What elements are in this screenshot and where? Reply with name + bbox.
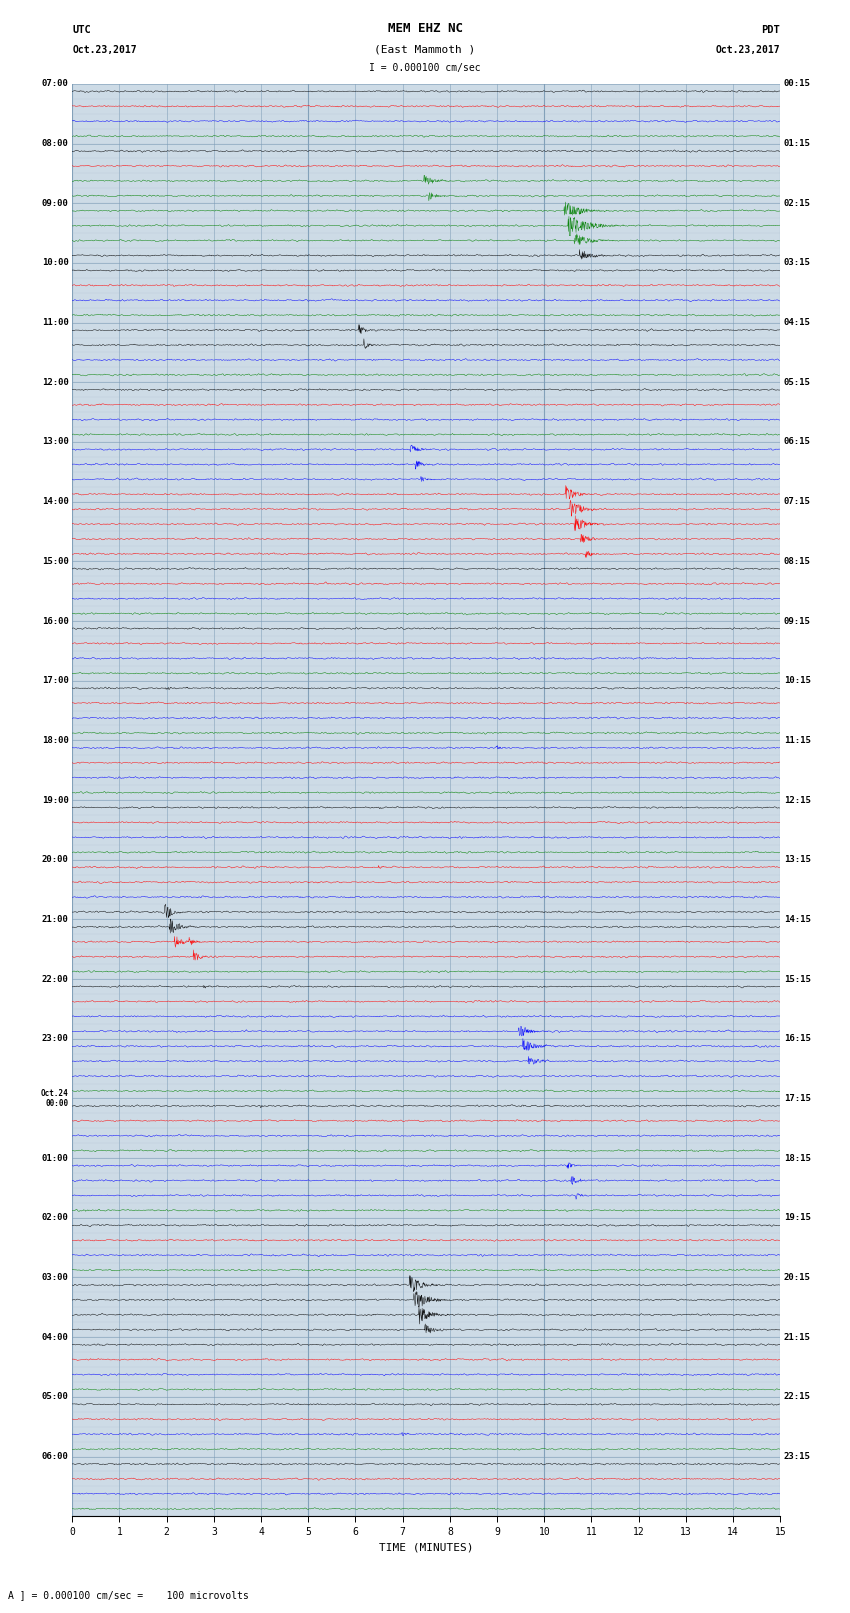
Text: 11:00: 11:00	[42, 318, 69, 327]
Text: 05:15: 05:15	[784, 377, 811, 387]
Text: 02:15: 02:15	[784, 198, 811, 208]
Text: 09:00: 09:00	[42, 198, 69, 208]
Text: 16:00: 16:00	[42, 616, 69, 626]
Text: 07:15: 07:15	[784, 497, 811, 506]
Text: 04:00: 04:00	[42, 1332, 69, 1342]
Text: 04:15: 04:15	[784, 318, 811, 327]
Text: UTC: UTC	[72, 26, 91, 35]
Text: MEM EHZ NC: MEM EHZ NC	[388, 23, 462, 35]
X-axis label: TIME (MINUTES): TIME (MINUTES)	[379, 1542, 473, 1552]
Text: 22:15: 22:15	[784, 1392, 811, 1402]
Text: 10:00: 10:00	[42, 258, 69, 268]
Text: 17:00: 17:00	[42, 676, 69, 686]
Text: 00:00: 00:00	[46, 1098, 69, 1108]
Text: 15:15: 15:15	[784, 974, 811, 984]
Text: 15:00: 15:00	[42, 556, 69, 566]
Text: 12:00: 12:00	[42, 377, 69, 387]
Text: 14:00: 14:00	[42, 497, 69, 506]
Text: 14:15: 14:15	[784, 915, 811, 924]
Text: 13:00: 13:00	[42, 437, 69, 447]
Text: 19:00: 19:00	[42, 795, 69, 805]
Text: 13:15: 13:15	[784, 855, 811, 865]
Text: 01:15: 01:15	[784, 139, 811, 148]
Text: 03:15: 03:15	[784, 258, 811, 268]
Text: 00:15: 00:15	[784, 79, 811, 89]
Text: 19:15: 19:15	[784, 1213, 811, 1223]
Text: 10:15: 10:15	[784, 676, 811, 686]
Text: 08:15: 08:15	[784, 556, 811, 566]
Text: 22:00: 22:00	[42, 974, 69, 984]
Text: Oct.23,2017: Oct.23,2017	[716, 45, 780, 55]
Text: 21:00: 21:00	[42, 915, 69, 924]
Text: 06:15: 06:15	[784, 437, 811, 447]
Text: 16:15: 16:15	[784, 1034, 811, 1044]
Text: 02:00: 02:00	[42, 1213, 69, 1223]
Text: 21:15: 21:15	[784, 1332, 811, 1342]
Text: (East Mammoth ): (East Mammoth )	[374, 45, 476, 55]
Text: 08:00: 08:00	[42, 139, 69, 148]
Text: 20:00: 20:00	[42, 855, 69, 865]
Text: Oct.23,2017: Oct.23,2017	[72, 45, 137, 55]
Text: 03:00: 03:00	[42, 1273, 69, 1282]
Text: 18:15: 18:15	[784, 1153, 811, 1163]
Text: 06:00: 06:00	[42, 1452, 69, 1461]
Text: 23:15: 23:15	[784, 1452, 811, 1461]
Text: PDT: PDT	[762, 26, 780, 35]
Text: 20:15: 20:15	[784, 1273, 811, 1282]
Text: 09:15: 09:15	[784, 616, 811, 626]
Text: 18:00: 18:00	[42, 736, 69, 745]
Text: 23:00: 23:00	[42, 1034, 69, 1044]
Text: A ] = 0.000100 cm/sec =    100 microvolts: A ] = 0.000100 cm/sec = 100 microvolts	[8, 1590, 249, 1600]
Text: 12:15: 12:15	[784, 795, 811, 805]
Text: 17:15: 17:15	[784, 1094, 811, 1103]
Text: 11:15: 11:15	[784, 736, 811, 745]
Text: I = 0.000100 cm/sec: I = 0.000100 cm/sec	[369, 63, 481, 73]
Text: 05:00: 05:00	[42, 1392, 69, 1402]
Text: 07:00: 07:00	[42, 79, 69, 89]
Text: 01:00: 01:00	[42, 1153, 69, 1163]
Text: Oct.24: Oct.24	[41, 1089, 69, 1098]
